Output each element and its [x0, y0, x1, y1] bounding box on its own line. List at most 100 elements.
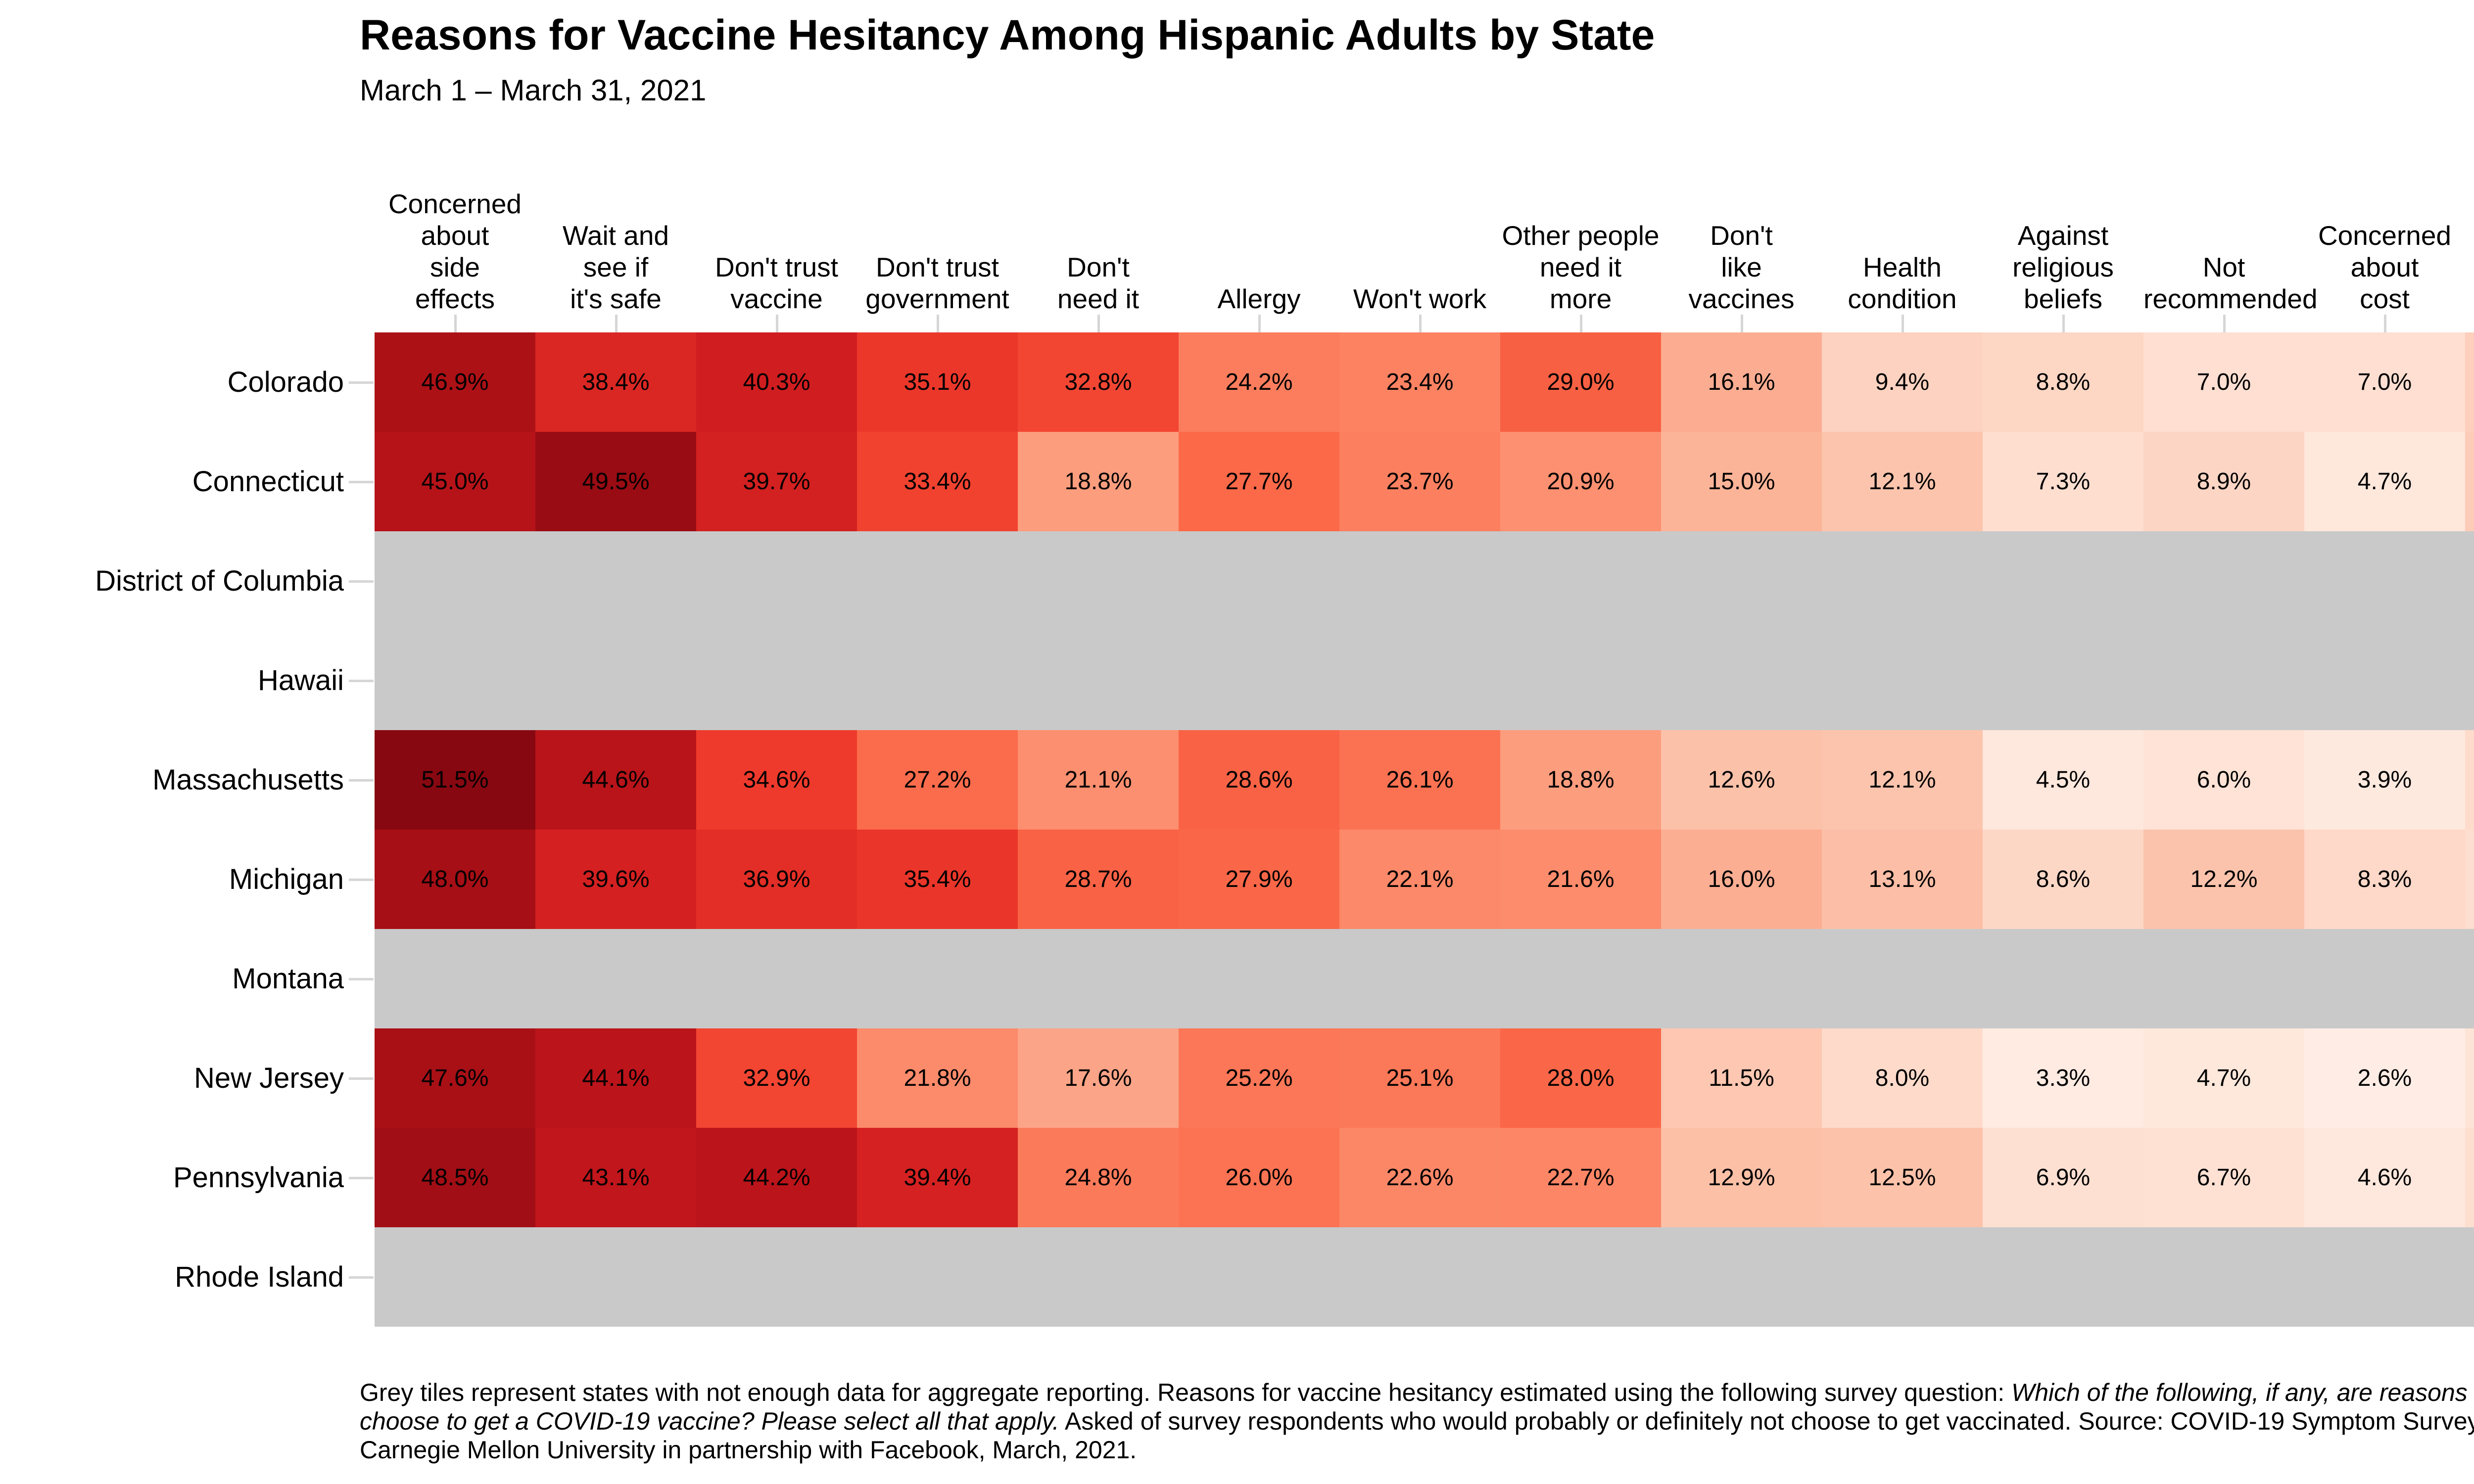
cell-value: 25.2% [1225, 1065, 1293, 1091]
heatmap-cell: 12.2% [2143, 830, 2304, 929]
heatmap-cell: 12.6% [1661, 730, 1822, 830]
column-header: Health condition [1848, 252, 1957, 314]
cell-value: 3.3% [2036, 1065, 2091, 1091]
cell-value: 4.7% [2196, 1065, 2251, 1091]
axis-tick-top [775, 315, 778, 332]
heatmap-cell: 36.9% [696, 830, 857, 929]
axis-tick-top [2383, 315, 2386, 332]
heatmap-cell: 39.7% [696, 432, 857, 531]
heatmap-cell: 4.6% [2304, 1128, 2465, 1227]
heatmap-cell: 7.0% [2304, 332, 2465, 432]
column-header: Not recommended [2143, 252, 2318, 314]
heatmap-cell: 28.0% [1500, 1028, 1661, 1128]
column-header: Won't work [1353, 283, 1487, 314]
heatmap-cell: 23.7% [1339, 432, 1500, 531]
no-data-band [375, 929, 2474, 1028]
cell-value: 12.5% [1868, 1164, 1936, 1191]
cell-value: 4.7% [2357, 468, 2412, 495]
heatmap-cell: 18.8% [1500, 730, 1661, 830]
heatmap-row: 47.6% 44.1% 32.9% 21.8% 17.6% 25.2% 25.1% 28.0%… [375, 1028, 2474, 1128]
heatmap-cell: 29.0% [1500, 332, 1661, 432]
heatmap-cell: 11.5% [1661, 1028, 1822, 1128]
heatmap-cell: 15.0% [1661, 432, 1822, 531]
cell-value: 12.1% [1868, 468, 1936, 495]
row-label: Michigan [229, 863, 344, 895]
column-header: Pregnancy [2465, 283, 2474, 318]
heatmap-row: 46.9% 38.4% 40.3% 35.1% 32.8% 24.2% 23.4% 29.0%… [375, 332, 2474, 432]
cell-value: 45.0% [421, 468, 489, 495]
heatmap-cell: 18.8% [1018, 432, 1179, 531]
heatmap-cell: 10.5% [2465, 432, 2474, 531]
heatmap-cell: 7.3% [2465, 1128, 2474, 1227]
axis-tick-side [349, 381, 374, 384]
heatmap-cell: 27.9% [1179, 830, 1339, 929]
cell-value: 33.4% [904, 468, 971, 495]
axis-tick-side [349, 1077, 374, 1080]
heatmap-cell: 33.4% [857, 432, 1018, 531]
cell-value: 4.6% [2357, 1164, 2412, 1191]
cell-value: 28.6% [1225, 767, 1293, 793]
no-data-band [375, 1227, 2474, 1327]
heatmap-cell: 25.2% [1179, 1028, 1339, 1128]
cell-value: 16.0% [1708, 866, 1775, 892]
cell-value: 22.7% [1547, 1164, 1615, 1191]
cell-value: 28.0% [1547, 1065, 1615, 1091]
cell-value: 44.6% [582, 767, 650, 793]
heatmap-cell: 12.9% [1661, 1128, 1822, 1227]
heatmap-cell: 20.9% [1500, 432, 1661, 531]
cell-value: 32.9% [743, 1065, 810, 1091]
heatmap-cell: 8.0% [1822, 1028, 1983, 1128]
cell-value: 6.7% [2196, 1164, 2251, 1191]
heatmap-cell: 47.6% [375, 1028, 535, 1128]
heatmap-cell: 3.3% [1983, 1028, 2143, 1128]
heatmap-cell: 35.1% [857, 332, 1018, 432]
cell-value: 43.1% [582, 1164, 650, 1191]
cell-value: 3.9% [2357, 767, 2412, 793]
heatmap-cell: 17.6% [1018, 1028, 1179, 1128]
cell-value: 44.2% [743, 1164, 810, 1191]
heatmap-row: 48.0% 39.6% 36.9% 35.4% 28.7% 27.9% 22.1% 21.6%… [375, 830, 2474, 929]
heatmap-cell: 25.1% [1339, 1028, 1500, 1128]
cell-value: 6.0% [2196, 767, 2251, 793]
heatmap-cell: 8.9% [2143, 432, 2304, 531]
heatmap-cell: 6.0% [2143, 730, 2304, 830]
heatmap-cell: 44.6% [535, 730, 696, 830]
heatmap-row: 45.0% 49.5% 39.7% 33.4% 18.8% 27.7% 23.7% 20.9%… [375, 432, 2474, 531]
cell-value: 16.1% [1708, 369, 1775, 395]
heatmap-cell: 21.1% [1018, 730, 1179, 830]
cell-value: 18.8% [1064, 468, 1132, 495]
heatmap-cell: 49.5% [535, 432, 696, 531]
axis-tick-top [2062, 315, 2065, 332]
row-label: New Jersey [194, 1062, 344, 1094]
cell-value: 47.6% [421, 1065, 489, 1091]
cell-value: 8.3% [2357, 866, 2412, 892]
heatmap-cell: 23.4% [1339, 332, 1500, 432]
axis-tick-side [349, 480, 374, 483]
no-data-band [375, 631, 2474, 730]
chart-subtitle: March 1 – March 31, 2021 [360, 74, 707, 107]
cell-value: 25.1% [1386, 1065, 1454, 1091]
heatmap-cell: 12.5% [1822, 1128, 1983, 1227]
heatmap-cell: 32.8% [1018, 332, 1179, 432]
heatmap-cell: 6.9% [1983, 1128, 2143, 1227]
heatmap-cell: 48.5% [375, 1128, 535, 1227]
cell-value: 24.8% [1064, 1164, 1132, 1191]
heatmap-cell: 9.4% [1822, 332, 1983, 432]
axis-tick-top [936, 315, 939, 332]
axis-tick-side [349, 779, 374, 782]
heatmap-cell: 5.7% [2465, 1028, 2474, 1128]
cell-value: 28.7% [1064, 866, 1132, 892]
heatmap-cell: 46.9% [375, 332, 535, 432]
cell-value: 32.8% [1064, 369, 1132, 395]
heatmap-cell: 24.2% [1179, 332, 1339, 432]
row-label: Connecticut [192, 465, 344, 498]
heatmap-cell: 27.2% [857, 730, 1018, 830]
cell-value: 21.1% [1064, 767, 1132, 793]
cell-value: 38.4% [582, 369, 650, 395]
heatmap-cell: 22.1% [1339, 830, 1500, 929]
heatmap-cell: 4.7% [2143, 1028, 2304, 1128]
column-header: Don't trust government [865, 252, 1009, 314]
heatmap-cell: 32.9% [696, 1028, 857, 1128]
cell-value: 8.9% [2196, 468, 2251, 495]
